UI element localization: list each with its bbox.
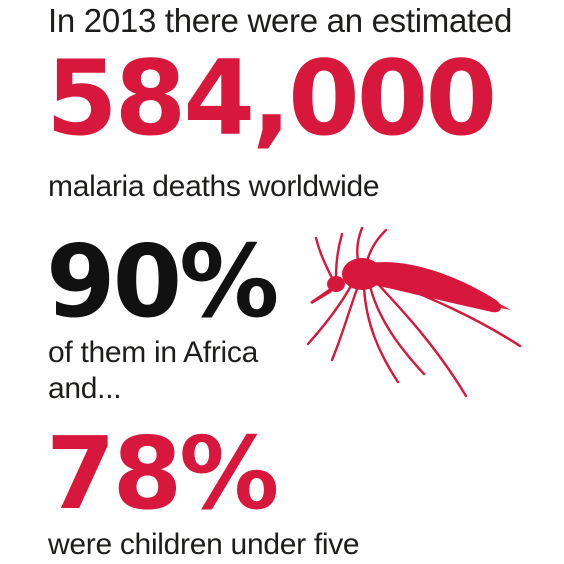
mosquito-icon <box>306 226 522 398</box>
connector-text: and... <box>48 372 122 405</box>
africa-percentage: 90% <box>46 223 279 340</box>
children-caption: were children under five <box>48 528 360 561</box>
intro-text: In 2013 there were an estimated <box>48 2 512 39</box>
deaths-count: 584,000 <box>46 39 497 159</box>
africa-caption: of them in Africa <box>48 336 258 369</box>
children-percentage: 78% <box>46 415 279 532</box>
deaths-caption: malaria deaths worldwide <box>48 170 380 203</box>
